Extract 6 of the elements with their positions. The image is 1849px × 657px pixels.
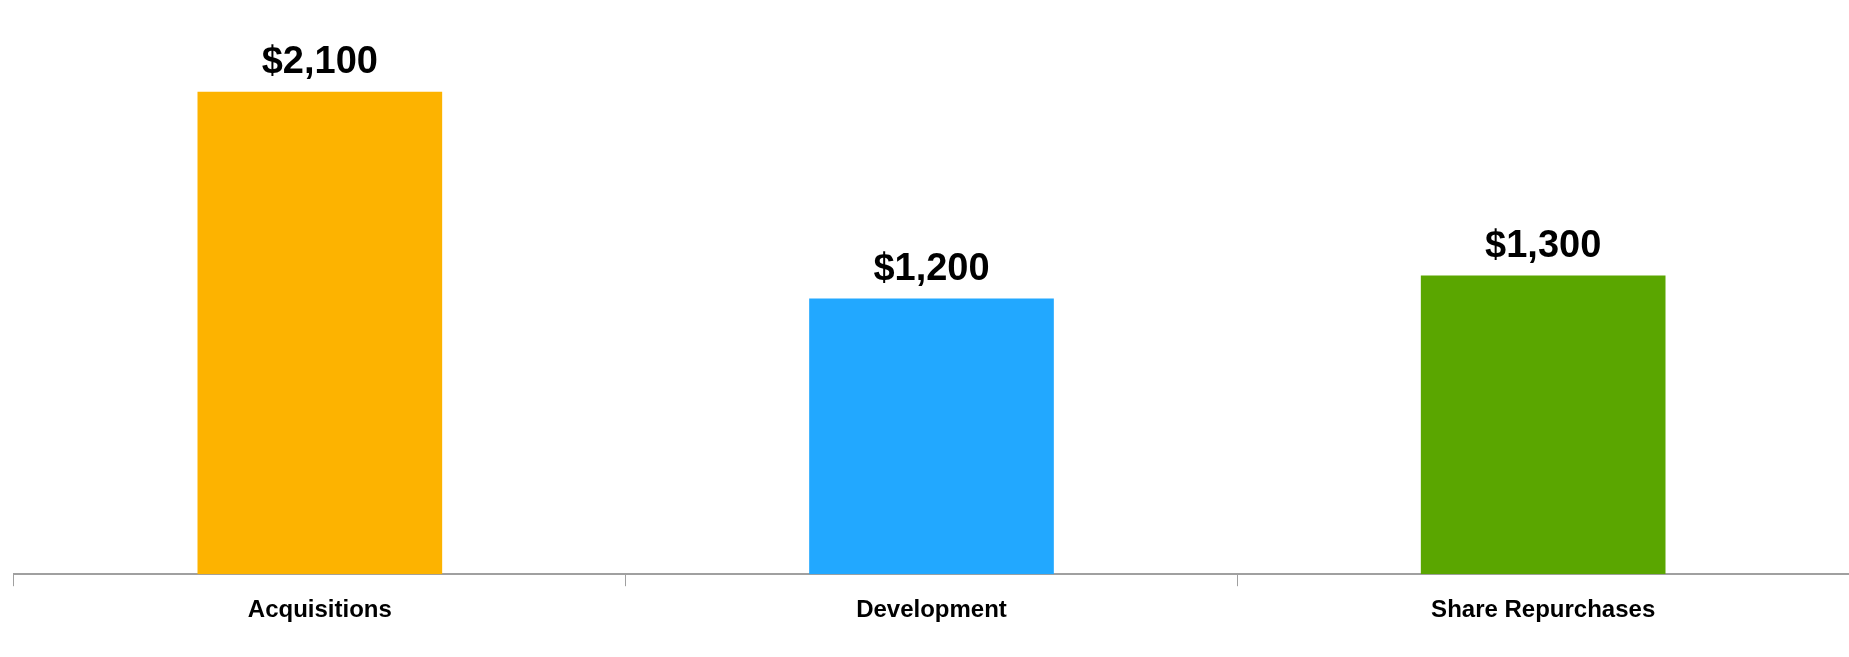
x-tick-label: Share Repurchases bbox=[1431, 595, 1656, 623]
x-tick-label: Acquisitions bbox=[247, 595, 392, 623]
data-label: $2,100 bbox=[261, 39, 378, 82]
data-label: $1,300 bbox=[1485, 223, 1602, 266]
data-label: $1,200 bbox=[873, 246, 990, 289]
x-tick-label: Development bbox=[856, 595, 1007, 623]
